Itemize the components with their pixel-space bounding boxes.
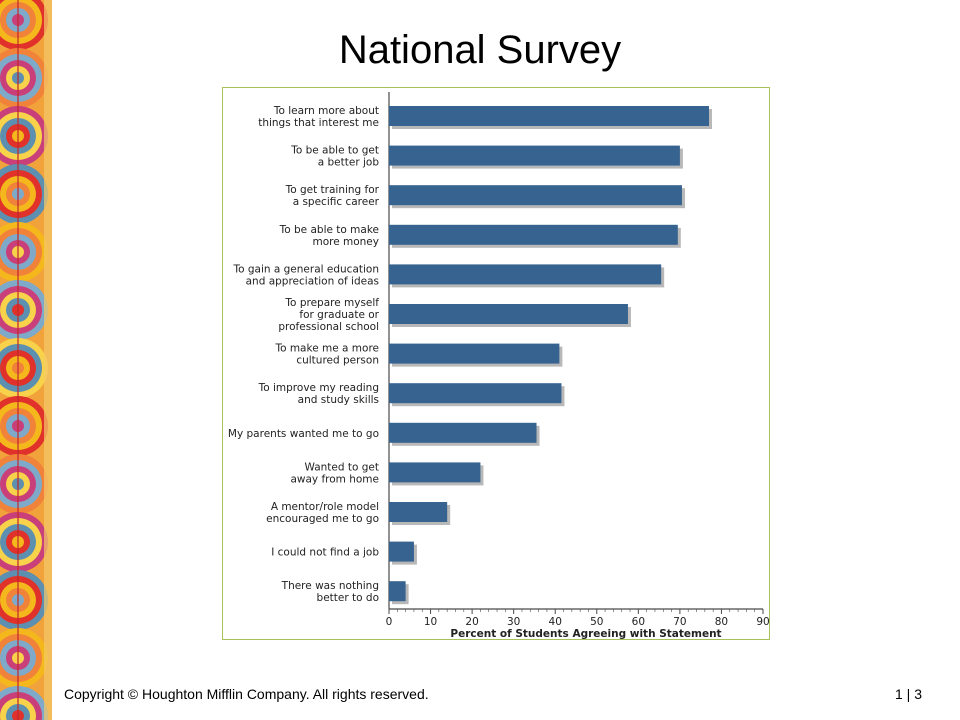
bar — [389, 106, 709, 126]
bar — [389, 462, 481, 483]
strip-pattern-circle — [0, 570, 48, 630]
bar — [389, 581, 406, 602]
category-label: To be able to get a better job — [290, 145, 379, 169]
x-tick-label: 80 — [715, 616, 728, 628]
x-axis-label: Percent of Students Agreeing with Statem… — [450, 628, 721, 639]
category-label: To learn more about things that interest … — [258, 105, 379, 129]
x-tick-label: 0 — [386, 616, 393, 628]
category-label: There was nothing better to do — [281, 580, 379, 604]
bar — [389, 343, 560, 364]
strip-pattern-circle — [0, 628, 48, 688]
strip-pattern-circle — [0, 106, 48, 166]
category-label: Wanted to get away from home — [290, 461, 379, 485]
category-label: A mentor/role model encouraged me to go — [266, 501, 379, 525]
x-tick-label: 70 — [673, 616, 686, 628]
category-label: To be able to make more money — [279, 224, 379, 248]
bar — [389, 383, 562, 404]
x-tick-label: 10 — [424, 616, 437, 628]
bar — [389, 304, 628, 324]
strip-pattern-circle — [0, 222, 48, 282]
bar — [389, 502, 448, 522]
category-label: To improve my reading and study skills — [258, 382, 379, 406]
bar — [389, 185, 682, 206]
strip-pattern-circle — [0, 454, 48, 514]
x-tick-label: 50 — [590, 616, 603, 628]
x-tick-label: 20 — [465, 616, 478, 628]
chart-frame: To learn more about things that interest … — [222, 87, 770, 640]
bar-chart: To learn more about things that interest … — [228, 92, 769, 639]
strip-pattern-circle — [0, 512, 48, 572]
x-tick-label: 90 — [756, 616, 769, 628]
slide-title: National Survey — [338, 28, 622, 72]
strip-pattern-circle — [0, 686, 48, 720]
x-tick-label: 30 — [507, 616, 520, 628]
x-tick-label: 40 — [549, 616, 562, 628]
strip-edge — [44, 0, 52, 720]
category-label: To gain a general education and appreciat… — [232, 263, 379, 287]
category-label: I could not find a job — [271, 547, 379, 559]
footer-page-number: 1 | 3 — [895, 686, 922, 702]
bar — [389, 422, 537, 443]
footer-copyright: Copyright © Houghton Mifflin Company. Al… — [64, 686, 429, 702]
bar — [389, 264, 662, 285]
category-label: To make me a more cultured person — [274, 343, 379, 367]
bar — [389, 224, 678, 245]
strip-pattern-circle — [0, 164, 48, 224]
strip-pattern-circle — [0, 48, 48, 108]
category-label: To get training for a specific career — [285, 184, 380, 208]
x-tick-label: 60 — [632, 616, 645, 628]
decorative-side-strip — [0, 0, 52, 720]
strip-pattern-circle — [0, 396, 48, 456]
category-label: My parents wanted me to go — [228, 428, 379, 440]
category-label: To prepare myself for graduate or professi… — [278, 297, 379, 333]
bar — [389, 541, 414, 562]
strip-pattern-circle — [0, 338, 48, 398]
strip-pattern-circle — [0, 280, 48, 340]
strip-pattern-circle — [0, 0, 48, 50]
bar — [389, 145, 680, 166]
